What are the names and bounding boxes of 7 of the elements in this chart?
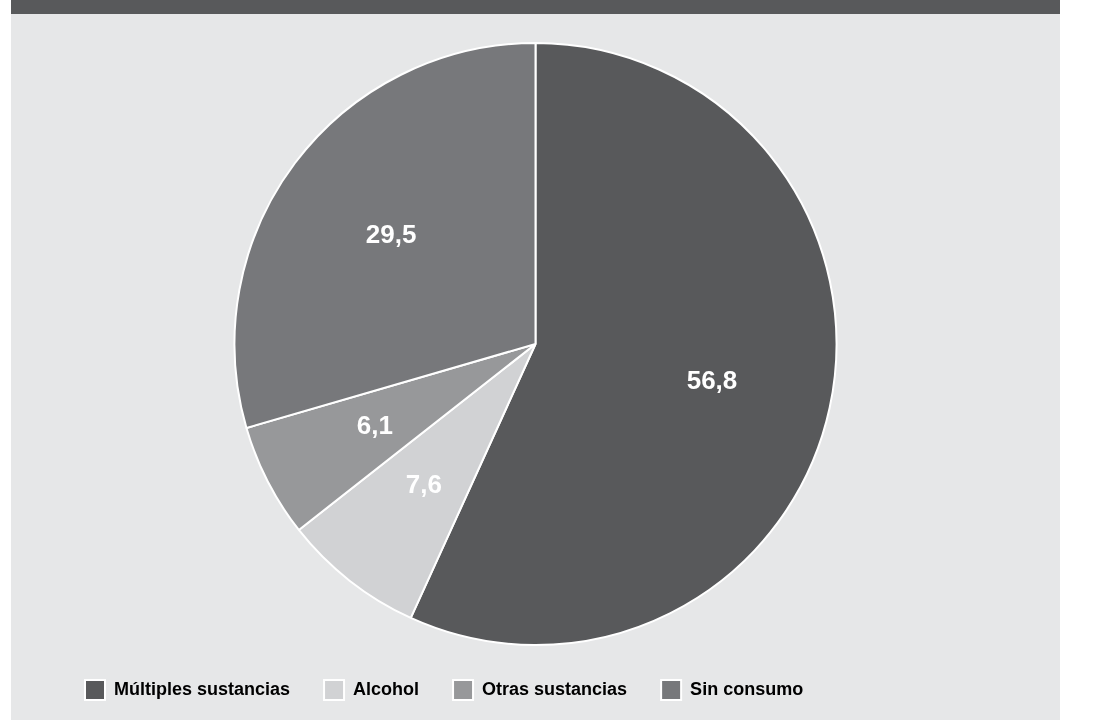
legend-label: Otras sustancias	[482, 678, 628, 699]
legend-label: Alcohol	[353, 678, 420, 699]
data-label: 29,5	[365, 218, 417, 249]
data-label: 56,8	[686, 365, 738, 396]
data-label: 6,1	[356, 409, 393, 440]
legend-label: Múltiples sustancias	[114, 678, 291, 699]
legend-label: Sin consumo	[690, 678, 804, 699]
